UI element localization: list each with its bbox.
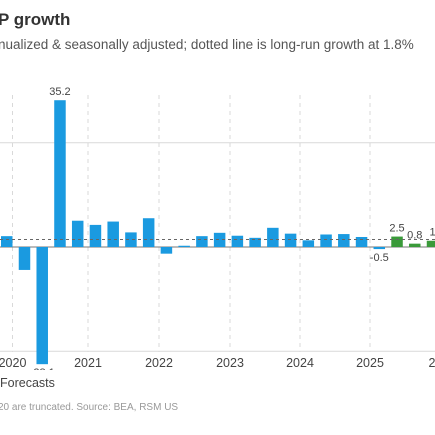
data-label: 1 [429,227,435,239]
bar [373,247,386,250]
bars [1,100,435,365]
x-tick-label: 2024 [286,356,314,370]
bar [71,220,84,247]
bar [302,240,315,247]
bar [426,240,435,247]
bar-chart: -28.135.2-0.52.50.81 2020202120222023202… [0,86,435,370]
bar [89,224,102,247]
x-tick-label: 2025 [356,356,384,370]
x-tick-label: 2020 [0,356,26,370]
bar [1,236,13,247]
bar [54,100,66,247]
chart-title: P growth [0,10,71,29]
data-labels: -28.1 35.2 -0.5 2.50.8 1 [30,86,435,370]
bar [213,232,226,247]
data-label: -0.5 [370,252,389,264]
bar [107,221,119,247]
bar [391,236,403,247]
bar [284,233,297,247]
bar [196,236,208,247]
bar [249,237,261,247]
bar [409,243,421,247]
legend-forecasts-label: Forecasts [0,376,55,390]
chart-footnote: 20 are truncated. Source: BEA, RSM US [0,402,179,413]
bar [355,236,368,247]
bar [18,247,31,270]
bar [231,235,244,247]
legend: Forecasts [0,376,55,390]
bar [125,232,137,247]
bar [267,227,279,247]
x-tick-label: 2021 [74,356,102,370]
x-tick-label: 2023 [216,356,244,370]
x-axis-ticks: 2020 2021 2022 2023 2024 2025 2 [0,356,435,370]
bar [338,234,350,247]
data-label: 2.5 [389,223,404,235]
x-tick-label: 2022 [145,356,173,370]
x-tick-label: 2 [429,356,435,370]
bar [142,218,155,247]
bar [160,247,173,254]
bar [36,247,48,365]
chart-subtitle: nualized & seasonally adjusted; dotted l… [0,37,414,52]
data-label: 0.8 [407,230,422,242]
bar [178,245,190,247]
bar [320,234,332,247]
data-label: 35.2 [49,86,70,98]
gridlines [0,95,435,352]
data-label: -28.1 [30,367,55,370]
